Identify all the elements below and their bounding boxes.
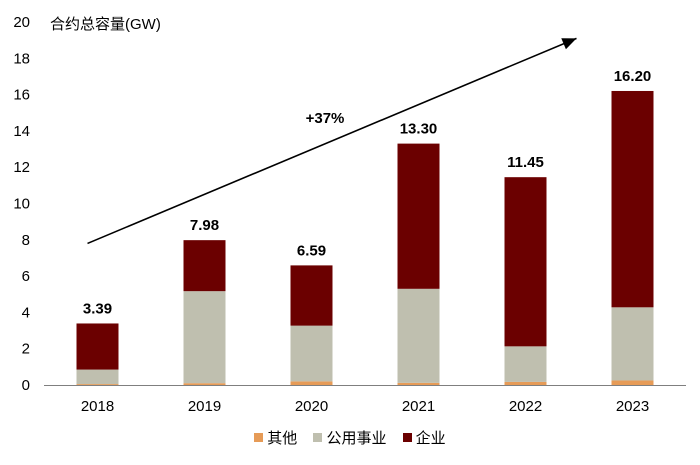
bar-other-2020 [290, 381, 333, 385]
legend-item-other: 其他 [254, 427, 297, 448]
growth-rate-label: +37% [306, 110, 345, 127]
bar-corporate-2021 [397, 143, 440, 289]
x-tick-label-2023: 2023 [616, 398, 649, 415]
y-tick-label: 6 [22, 268, 30, 285]
bar-corporate-2022 [504, 177, 547, 347]
total-labels: 3.39 7.98 6.59 13.30 11.45 16.20 [83, 68, 651, 318]
bar-corporate-2019 [183, 240, 226, 292]
growth-annotation: +37% [87, 37, 577, 245]
bar-other-2022 [504, 381, 547, 385]
y-tick-label: 10 [13, 196, 30, 213]
x-tick-label-2020: 2020 [295, 398, 328, 415]
bar-corporate-2023 [611, 90, 654, 308]
total-label-2018: 3.39 [83, 300, 112, 317]
x-axis: 2018 2019 2020 2021 2022 2023 [44, 385, 686, 415]
total-label-2023: 16.20 [614, 68, 652, 85]
growth-arrow-head [561, 38, 577, 50]
y-tick-label: 8 [22, 232, 30, 249]
bar-utility-2018 [76, 369, 119, 385]
legend: 其他 公用事业 企业 [0, 427, 700, 448]
x-tick-label-2021: 2021 [402, 398, 435, 415]
bar-area [76, 90, 654, 385]
y-tick-label: 12 [13, 159, 30, 176]
x-tick-label-2019: 2019 [188, 398, 221, 415]
y-tick-label: 16 [13, 87, 30, 104]
y-tick-label: 18 [13, 50, 30, 67]
bar-utility-2023 [611, 307, 654, 381]
bar-other-2021 [397, 382, 440, 385]
legend-label-other: 其他 [267, 430, 298, 447]
y-tick-label: 20 [13, 14, 30, 31]
legend-label-corporate: 企业 [415, 430, 446, 447]
y-tick-label: 0 [22, 377, 30, 394]
legend-swatch-utility [313, 433, 323, 442]
y-tick-label: 2 [22, 341, 30, 358]
bar-utility-2020 [290, 325, 333, 382]
legend-item-corporate: 企业 [402, 427, 446, 448]
total-label-2021: 13.30 [400, 121, 438, 138]
legend-swatch-other [254, 433, 264, 442]
bar-other-2018 [76, 384, 119, 385]
legend-swatch-corporate [402, 433, 412, 442]
total-label-2020: 6.59 [297, 242, 326, 259]
bar-utility-2021 [397, 288, 440, 383]
x-tick-label-2022: 2022 [509, 398, 542, 415]
bar-utility-2022 [504, 346, 547, 382]
bar-corporate-2018 [76, 323, 119, 370]
bar-utility-2019 [183, 291, 226, 384]
bar-other-2023 [611, 380, 654, 385]
x-tick-label-2018: 2018 [81, 398, 114, 415]
bar-corporate-2020 [290, 265, 333, 326]
growth-arrow-line [87, 37, 577, 245]
total-label-2022: 11.45 [507, 154, 544, 171]
y-tick-label: 4 [22, 304, 30, 321]
bar-other-2019 [183, 383, 226, 385]
legend-label-utility: 公用事业 [326, 430, 387, 447]
y-axis: 0 2 4 6 8 10 12 14 16 18 20 [13, 14, 30, 394]
total-label-2019: 7.98 [190, 217, 219, 234]
y-tick-label: 14 [13, 123, 30, 140]
y-axis-unit-label: 合约总容量(GW) [50, 16, 161, 33]
legend-item-utility: 公用事业 [313, 427, 387, 448]
